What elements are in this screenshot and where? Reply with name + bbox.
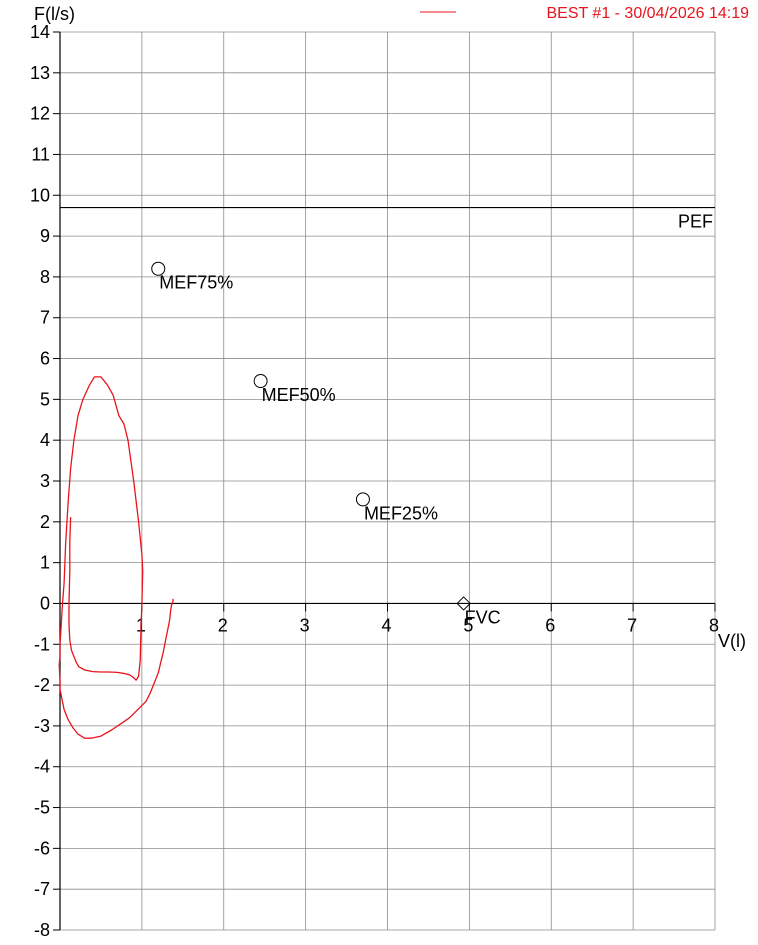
x-tick-label: 3 [300, 615, 310, 635]
annotation-label: MEF75% [159, 273, 233, 293]
x-axis-title: V(l) [718, 631, 746, 651]
y-tick-label: 12 [30, 104, 50, 124]
annotation-label: MEF50% [262, 385, 336, 405]
y-tick-label: -6 [34, 838, 50, 858]
y-tick-label: -4 [34, 757, 50, 777]
y-tick-label: 4 [40, 430, 50, 450]
y-tick-label: -3 [34, 716, 50, 736]
annotation-label: MEF25% [364, 503, 438, 523]
series-layer [58, 376, 174, 739]
x-tick-label: 2 [218, 615, 228, 635]
y-tick-label: -1 [34, 634, 50, 654]
annotations: MEF75% MEF50% MEF25% FVC [151, 261, 501, 627]
reference-lines: PEF [60, 206, 715, 232]
x-tick-label: 7 [627, 615, 637, 635]
annotation-marker-circle [151, 261, 166, 276]
y-tick-label: 0 [40, 593, 50, 613]
legend: BEST #1 - 30/04/2026 14:19 [420, 5, 749, 22]
y-tick-label: -7 [34, 879, 50, 899]
annotation-marker-diamond [456, 596, 471, 611]
x-tick-label: 6 [545, 615, 555, 635]
annotation-label: FVC [465, 607, 501, 627]
y-tick-label: 10 [30, 185, 50, 205]
y-tick-label: 13 [30, 63, 50, 83]
x-tick-label: 4 [381, 615, 391, 635]
x-tick-label: 8 [709, 615, 719, 635]
y-tick-label: 1 [40, 553, 50, 573]
y-tick-label: 7 [40, 308, 50, 328]
y-tick-label: -5 [34, 798, 50, 818]
legend-label: BEST #1 - 30/04/2026 14:19 [546, 5, 749, 22]
y-tick-label: 8 [40, 267, 50, 287]
x-tick-label: 5 [463, 615, 473, 635]
series-line [58, 376, 174, 739]
pef-label: PEF [678, 212, 713, 232]
y-tick-label: 2 [40, 512, 50, 532]
y-axis-title: F(l/s) [34, 4, 75, 24]
y-tick-label: -8 [34, 920, 50, 940]
y-tick-label: -2 [34, 675, 50, 695]
y-tick-label: 6 [40, 349, 50, 369]
annotation-marker-circle [253, 373, 268, 388]
annotation-marker-circle [355, 492, 370, 507]
grid [60, 31, 716, 931]
y-tick-label: 14 [30, 22, 50, 42]
y-tick-label: 5 [40, 389, 50, 409]
y-tick-label: 11 [31, 144, 50, 164]
y-tick-label: 3 [40, 471, 50, 491]
y-tick-label: 9 [40, 226, 50, 246]
